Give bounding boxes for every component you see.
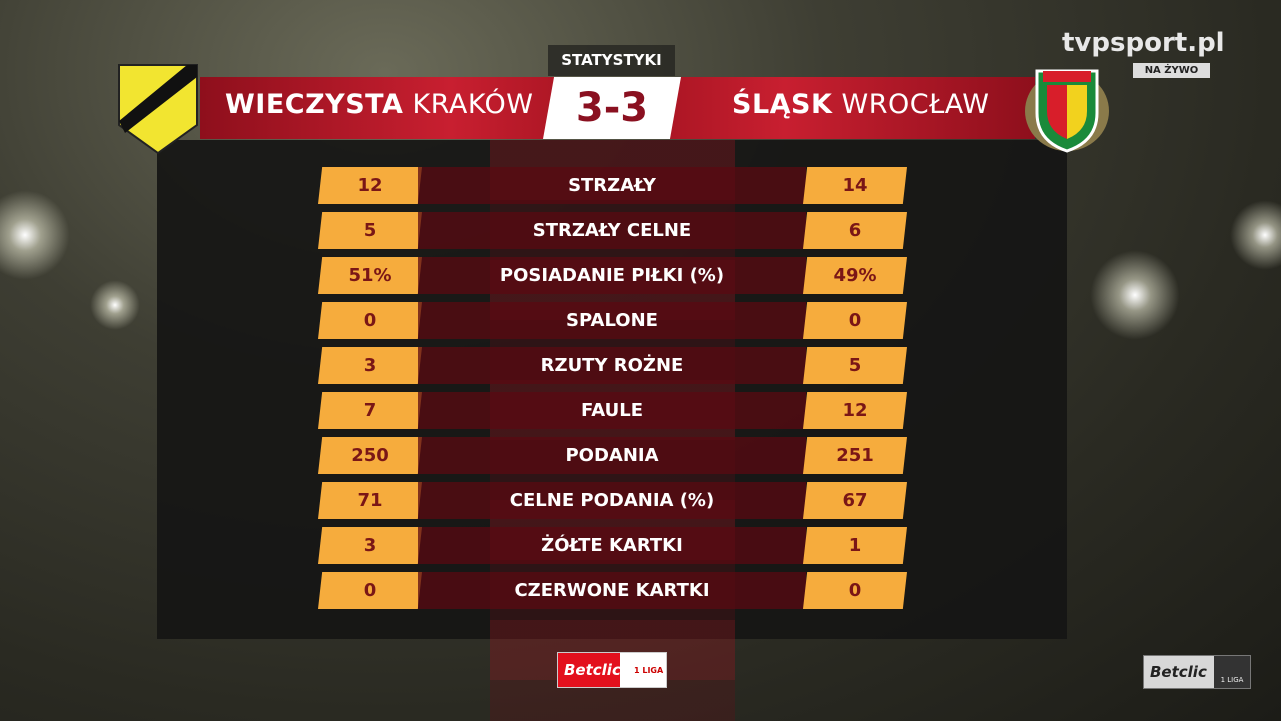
stat-label: SPALONE: [418, 302, 806, 339]
home-stat-value: 3: [318, 347, 422, 384]
slask-crest: [1023, 63, 1111, 157]
home-stat-value: 5: [318, 212, 422, 249]
stat-row: 3 ŻÓŁTE KARTKI 1: [318, 527, 907, 564]
away-stat-value: 49%: [803, 257, 907, 294]
away-stat-value: 67: [803, 482, 907, 519]
floodlight: [90, 280, 140, 330]
stat-row: 5 STRZAŁY CELNE 6: [318, 212, 907, 249]
match-score: 3-3: [543, 77, 681, 139]
stat-label: POSIADANIE PIŁKI (%): [418, 257, 806, 294]
stat-row: 3 RZUTY ROŻNE 5: [318, 347, 907, 384]
away-stat-value: 14: [803, 167, 907, 204]
away-team-name: ŚLĄSK WROCŁAW: [732, 89, 989, 120]
home-stat-value: 7: [318, 392, 422, 429]
floodlight: [1090, 250, 1180, 340]
away-team-name-bold: ŚLĄSK: [732, 89, 833, 120]
home-stat-value: 0: [318, 572, 422, 609]
stat-label: RZUTY ROŻNE: [418, 347, 806, 384]
home-team-city: KRAKÓW: [412, 89, 534, 120]
away-stat-value: 251: [803, 437, 907, 474]
stat-label: STRZAŁY CELNE: [418, 212, 806, 249]
floodlight: [0, 190, 70, 280]
floodlight: [1230, 200, 1281, 270]
stat-label: CZERWONE KARTKI: [418, 572, 806, 609]
tvpsport-logo: tvpsport.pl: [1062, 28, 1225, 58]
away-stat-value: 6: [803, 212, 907, 249]
stat-row: 51% POSIADANIE PIŁKI (%) 49%: [318, 257, 907, 294]
betclic-1liga-logo-corner: Betclic 1 LIGA: [1143, 655, 1251, 689]
stat-row: 7 FAULE 12: [318, 392, 907, 429]
stat-row: 0 CZERWONE KARTKI 0: [318, 572, 907, 609]
stat-label: CELNE PODANIA (%): [418, 482, 806, 519]
sponsor-brand: Betclic: [558, 653, 621, 687]
home-team-name-bold: WIECZYSTA: [225, 89, 404, 120]
stat-label: FAULE: [418, 392, 806, 429]
home-stat-value: 51%: [318, 257, 422, 294]
wieczysta-crest: [117, 63, 199, 159]
home-stat-value: 3: [318, 527, 422, 564]
stat-row: 0 SPALONE 0: [318, 302, 907, 339]
stat-label: PODANIA: [418, 437, 806, 474]
away-stat-value: 12: [803, 392, 907, 429]
stat-label: STRZAŁY: [418, 167, 806, 204]
betclic-1liga-logo-center: Betclic 1 LIGA: [557, 652, 667, 688]
home-team-name: WIECZYSTA KRAKÓW: [225, 89, 534, 120]
sponsor-brand: Betclic: [1150, 663, 1207, 681]
stat-row: 71 CELNE PODANIA (%) 67: [318, 482, 907, 519]
away-team-city: WROCŁAW: [841, 89, 990, 120]
away-stat-value: 0: [803, 572, 907, 609]
stat-row: 12 STRZAŁY 14: [318, 167, 907, 204]
away-stat-value: 1: [803, 527, 907, 564]
away-stat-value: 0: [803, 302, 907, 339]
home-stat-value: 0: [318, 302, 422, 339]
stats-tab-label: STATYSTYKI: [548, 45, 675, 76]
home-stat-value: 12: [318, 167, 422, 204]
stat-label: ŻÓŁTE KARTKI: [418, 527, 806, 564]
stat-row: 250 PODANIA 251: [318, 437, 907, 474]
home-stat-value: 250: [318, 437, 422, 474]
sponsor-league: 1 LIGA: [1214, 656, 1250, 688]
home-stat-value: 71: [318, 482, 422, 519]
sponsor-league: 1 LIGA: [634, 665, 664, 675]
live-badge: NA ŻYWO: [1133, 63, 1210, 78]
away-stat-value: 5: [803, 347, 907, 384]
